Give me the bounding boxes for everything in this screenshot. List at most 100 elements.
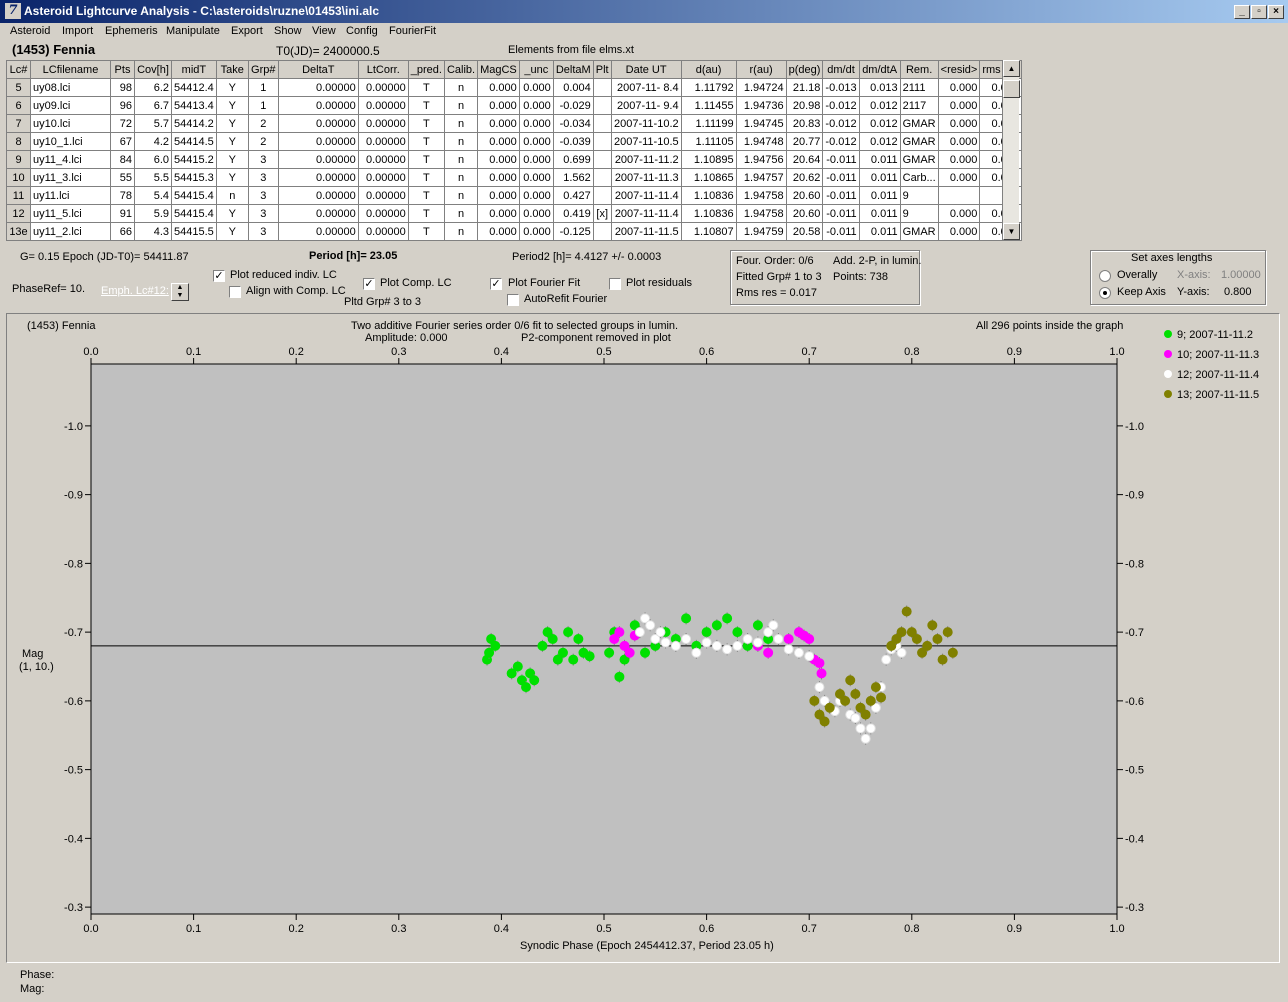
- y-axis-value[interactable]: 0.800: [1224, 286, 1252, 298]
- table-cell[interactable]: 1.94757: [735, 168, 787, 187]
- table-cell[interactable]: Y: [215, 114, 249, 133]
- row-header[interactable]: 7: [6, 114, 31, 133]
- table-cell[interactable]: n: [443, 186, 479, 205]
- table-cell[interactable]: [x]: [592, 204, 612, 223]
- table-cell[interactable]: T: [407, 168, 445, 187]
- table-cell[interactable]: Y: [215, 78, 249, 97]
- table-cell[interactable]: 1.94758: [735, 204, 787, 223]
- table-cell[interactable]: 98: [110, 78, 135, 97]
- table-cell[interactable]: 5.9: [134, 204, 172, 223]
- table-cell[interactable]: 0.000: [477, 204, 520, 223]
- table-cell[interactable]: n: [215, 186, 249, 205]
- table-cell[interactable]: 6.0: [134, 150, 172, 169]
- align-comp-checkbox[interactable]: [229, 286, 241, 298]
- table-cell[interactable]: n: [443, 114, 479, 133]
- table-cell[interactable]: 0.000: [477, 96, 520, 115]
- table-cell[interactable]: 6.7: [134, 96, 172, 115]
- table-cell[interactable]: 54414.2: [171, 114, 217, 133]
- table-cell[interactable]: 0.000: [518, 96, 554, 115]
- table-cell[interactable]: 1.11105: [680, 132, 737, 151]
- table-cell[interactable]: 78: [110, 186, 135, 205]
- table-cell[interactable]: 0.000: [937, 78, 981, 97]
- table-cell[interactable]: 2007-11-10.2: [610, 114, 682, 133]
- table-cell[interactable]: 9: [899, 186, 939, 205]
- column-header[interactable]: <resid>: [937, 60, 981, 79]
- table-cell[interactable]: 1.94736: [735, 96, 787, 115]
- table-cell[interactable]: 54415.5: [171, 222, 217, 241]
- column-header[interactable]: _unc: [518, 60, 554, 79]
- table-cell[interactable]: 0.000: [477, 114, 520, 133]
- table-cell[interactable]: T: [407, 96, 445, 115]
- table-cell[interactable]: [592, 222, 612, 241]
- menu-view[interactable]: View: [312, 25, 336, 37]
- table-cell[interactable]: GMAR: [899, 222, 939, 241]
- table-cell[interactable]: 20.98: [785, 96, 824, 115]
- table-cell[interactable]: 0.000: [518, 78, 554, 97]
- table-cell[interactable]: 5.5: [134, 168, 172, 187]
- menu-ephemeris[interactable]: Ephemeris: [105, 25, 158, 37]
- table-cell[interactable]: 54413.4: [171, 96, 217, 115]
- menu-asteroid[interactable]: Asteroid: [10, 25, 51, 37]
- lightcurve-plot[interactable]: 0.0 0.0 0.1 0.1 0.2 0.2 0.3 0.3 0.4 0.4 0.5 0.5 0.6 0…: [7, 314, 1277, 960]
- plot-area[interactable]: [90, 363, 1118, 915]
- plot-panel[interactable]: (1453) Fennia Two additive Fourier serie…: [6, 313, 1280, 963]
- table-cell[interactable]: -0.125: [552, 222, 594, 241]
- menu-config[interactable]: Config: [346, 25, 378, 37]
- table-cell[interactable]: 2007-11-11.2: [610, 150, 682, 169]
- table-cell[interactable]: 0.000: [477, 78, 520, 97]
- table-cell[interactable]: [937, 186, 981, 205]
- table-cell[interactable]: 0.000: [518, 132, 554, 151]
- table-cell[interactable]: T: [407, 150, 445, 169]
- column-header[interactable]: Grp#: [247, 60, 279, 79]
- maximize-button[interactable]: ▫: [1251, 5, 1267, 19]
- table-cell[interactable]: 1.94759: [735, 222, 787, 241]
- minimize-button[interactable]: _: [1234, 5, 1250, 19]
- plot-reduced-checkbox[interactable]: ✓: [213, 270, 225, 282]
- scroll-up-button[interactable]: ▲: [1003, 60, 1020, 77]
- table-cell[interactable]: 1.94748: [735, 132, 787, 151]
- row-header[interactable]: 9: [6, 150, 31, 169]
- column-header[interactable]: r(au): [735, 60, 787, 79]
- table-cell[interactable]: n: [443, 168, 479, 187]
- table-cell[interactable]: 3: [247, 222, 279, 241]
- autorefit-checkbox[interactable]: [507, 294, 519, 306]
- table-cell[interactable]: 1.11455: [680, 96, 737, 115]
- table-cell[interactable]: 1.10865: [680, 168, 737, 187]
- table-cell[interactable]: -0.011: [822, 222, 860, 241]
- table-cell[interactable]: uy11.lci: [30, 186, 111, 205]
- table-cell[interactable]: 2: [247, 114, 279, 133]
- table-cell[interactable]: 0.419: [552, 204, 594, 223]
- table-cell[interactable]: 3: [247, 150, 279, 169]
- table-cell[interactable]: n: [443, 132, 479, 151]
- table-cell[interactable]: n: [443, 78, 479, 97]
- menu-manipulate[interactable]: Manipulate: [166, 25, 220, 37]
- table-cell[interactable]: 2: [247, 132, 279, 151]
- table-cell[interactable]: 20.60: [785, 186, 824, 205]
- table-cell[interactable]: 1.94724: [735, 78, 787, 97]
- table-cell[interactable]: 0.000: [477, 186, 520, 205]
- table-cell[interactable]: 0.000: [518, 222, 554, 241]
- table-cell[interactable]: uy10.lci: [30, 114, 111, 133]
- table-cell[interactable]: n: [443, 96, 479, 115]
- table-cell[interactable]: 91: [110, 204, 135, 223]
- table-cell[interactable]: 67: [110, 132, 135, 151]
- table-cell[interactable]: 0.000: [477, 132, 520, 151]
- table-cell[interactable]: 1.94745: [735, 114, 787, 133]
- table-cell[interactable]: 2111: [899, 78, 939, 97]
- table-cell[interactable]: 0.000: [937, 132, 981, 151]
- table-cell[interactable]: 0.000: [937, 114, 981, 133]
- table-cell[interactable]: 4.3: [134, 222, 172, 241]
- table-cell[interactable]: 54412.4: [171, 78, 217, 97]
- table-cell[interactable]: GMAR: [899, 114, 939, 133]
- table-cell[interactable]: 0.00000: [277, 168, 359, 187]
- table-cell[interactable]: n: [443, 222, 479, 241]
- x-axis-value[interactable]: 1.00000: [1221, 269, 1261, 281]
- table-cell[interactable]: 0.00000: [357, 132, 409, 151]
- table-cell[interactable]: 4.2: [134, 132, 172, 151]
- row-header[interactable]: 13e: [6, 222, 31, 241]
- plot-residuals-checkbox[interactable]: [609, 278, 621, 290]
- column-header[interactable]: DeltaM: [552, 60, 594, 79]
- table-cell[interactable]: 20.83: [785, 114, 824, 133]
